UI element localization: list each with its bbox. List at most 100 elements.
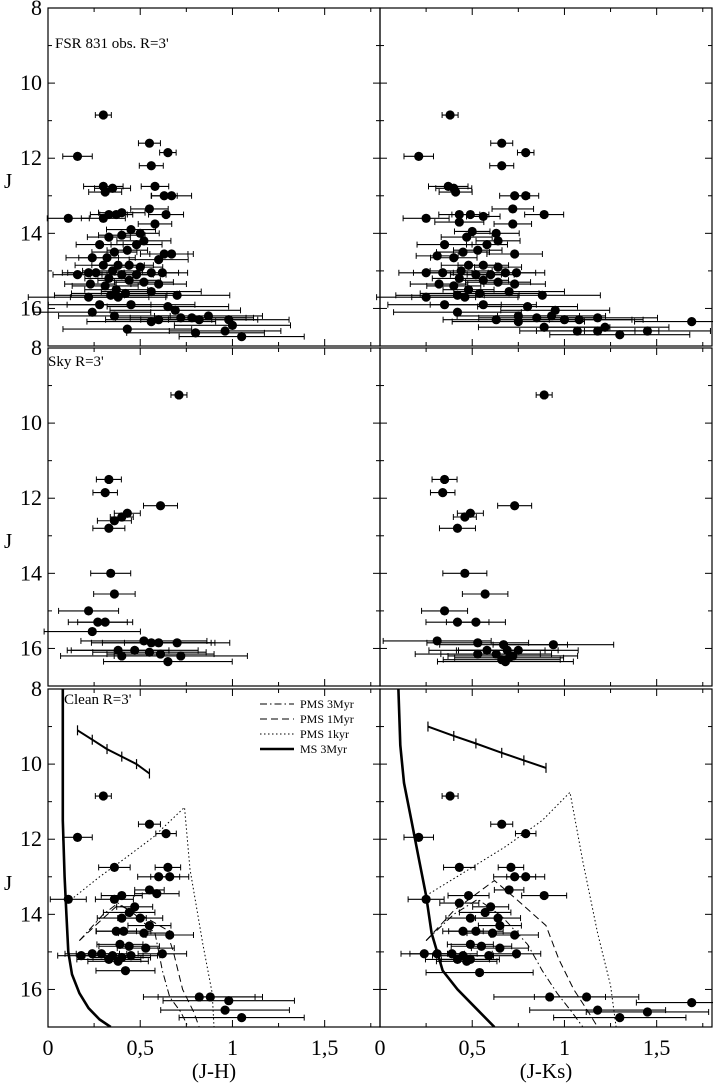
point-marker [119,926,129,936]
data-point [500,305,611,315]
point-marker [163,862,173,872]
point-marker [471,617,481,627]
data-point [490,819,514,829]
x-tick-label: 0 [43,1035,54,1060]
data-point [96,516,132,526]
point-marker [154,279,164,289]
data-point [148,209,185,220]
point-marker [463,890,474,901]
point-marker [473,245,483,255]
point-marker [155,649,166,659]
data-point [524,209,565,220]
point-marker [109,516,119,526]
data-point [441,110,459,120]
y-tick-label: 10 [20,751,42,776]
data-point [106,245,149,255]
point-marker [452,290,463,300]
data-point [90,568,132,578]
panel-title-observed: FSR 831 obs. R=3' [55,36,169,52]
data-point [65,253,120,263]
data-point [403,832,434,842]
data-point [489,161,515,171]
point-marker [642,326,653,336]
point-marker [163,301,173,312]
data-point [492,640,615,650]
data-point [533,992,640,1002]
data-point [477,301,579,312]
point-marker [144,819,155,829]
point-marker [150,219,160,229]
point-marker [495,921,505,931]
panel-r0-c1 [376,7,713,347]
point-marker [100,187,110,197]
point-marker [510,249,520,259]
point-marker [687,997,697,1008]
point-marker [106,290,116,300]
point-marker [157,949,167,959]
point-marker [480,589,490,599]
point-marker [144,885,155,895]
data-point [103,656,233,667]
y-tick-label: 14 [20,560,42,585]
data-point [106,224,156,235]
isochrone-pms-3myr [79,902,189,1027]
data-point [458,907,512,918]
data-point [585,1007,710,1017]
point-marker [154,255,164,265]
point-marker [491,315,501,325]
point-marker [109,894,119,904]
data-point [62,832,93,842]
panel-frame [379,7,713,347]
data-point [398,268,454,278]
data-point [93,589,136,599]
point-marker [83,292,94,302]
point-marker [106,568,116,578]
point-marker [224,996,234,1006]
x-tick-label: 1 [227,1035,238,1060]
data-point [475,913,522,923]
data-point [477,921,522,931]
data-point [62,324,193,334]
point-marker [113,956,123,966]
point-marker [593,313,603,323]
point-marker [539,890,549,901]
point-marker [521,828,531,839]
point-marker [421,268,431,278]
data-point [472,902,510,912]
data-point [102,907,156,918]
point-marker [510,501,520,511]
data-point [475,236,521,246]
point-marker [100,487,110,498]
point-marker [462,956,472,966]
point-marker [144,204,155,214]
data-point [452,512,477,522]
point-marker [109,247,119,257]
data-point [88,187,123,197]
panel-frame [379,347,713,687]
data-point [453,245,503,255]
y-axis-label-top: J [4,169,12,193]
data-point [98,862,131,872]
data-point [421,606,469,616]
data-point [447,890,490,901]
point-marker [72,151,83,161]
data-point [512,191,540,201]
data-point [431,474,458,485]
point-marker [87,307,97,317]
point-marker [172,638,182,648]
data-point [98,208,146,218]
point-marker [72,832,83,842]
data-point [98,941,160,951]
data-point [137,949,188,959]
data-point [429,487,456,498]
point-marker [478,211,488,222]
data-point [123,638,231,648]
point-marker [163,147,173,158]
data-point [537,313,658,323]
data-point [491,949,542,959]
point-marker [421,213,431,223]
point-marker [100,281,110,291]
data-point [486,249,543,259]
data-point [474,262,523,272]
